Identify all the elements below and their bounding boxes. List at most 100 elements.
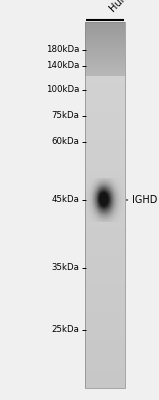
Bar bbox=[120, 197, 121, 198]
Bar bbox=[99, 204, 100, 206]
Bar bbox=[93, 198, 94, 199]
Bar bbox=[100, 198, 101, 200]
Bar bbox=[85, 104, 125, 106]
Bar bbox=[119, 180, 120, 181]
Bar bbox=[122, 185, 123, 186]
Bar bbox=[117, 221, 118, 222]
Bar bbox=[117, 182, 118, 183]
Bar bbox=[117, 199, 118, 200]
Bar bbox=[85, 152, 125, 154]
Bar bbox=[101, 210, 102, 211]
Bar bbox=[116, 220, 117, 221]
Bar bbox=[105, 208, 106, 209]
Bar bbox=[98, 205, 99, 206]
Bar bbox=[93, 216, 94, 217]
Bar bbox=[111, 204, 112, 205]
Bar bbox=[108, 198, 109, 200]
Bar bbox=[88, 210, 89, 211]
Bar bbox=[93, 180, 94, 181]
Bar bbox=[116, 206, 117, 207]
Bar bbox=[86, 200, 87, 201]
Bar bbox=[113, 204, 114, 206]
Bar bbox=[94, 204, 95, 206]
Bar bbox=[100, 192, 101, 193]
Bar bbox=[115, 190, 116, 191]
Bar bbox=[113, 185, 114, 186]
Bar bbox=[115, 184, 116, 185]
Bar bbox=[117, 210, 118, 212]
Bar bbox=[108, 190, 109, 191]
Bar bbox=[90, 206, 91, 207]
Bar bbox=[110, 208, 111, 209]
Bar bbox=[108, 182, 109, 183]
Bar bbox=[117, 202, 118, 203]
Bar bbox=[92, 179, 93, 180]
Bar bbox=[86, 195, 87, 196]
Bar bbox=[87, 200, 88, 201]
Bar bbox=[107, 192, 108, 193]
Bar bbox=[105, 194, 106, 195]
Bar bbox=[85, 97, 125, 99]
Bar bbox=[104, 182, 105, 184]
Bar bbox=[113, 204, 114, 205]
Bar bbox=[100, 207, 101, 208]
Bar bbox=[87, 208, 88, 209]
Bar bbox=[110, 208, 111, 209]
Bar bbox=[113, 219, 114, 220]
Bar bbox=[115, 204, 116, 206]
Bar bbox=[111, 187, 112, 188]
Bar bbox=[117, 178, 118, 179]
Bar bbox=[119, 212, 120, 213]
Bar bbox=[116, 183, 117, 184]
Bar bbox=[90, 182, 91, 184]
Bar bbox=[115, 197, 116, 198]
Bar bbox=[92, 208, 93, 209]
Bar bbox=[95, 204, 96, 205]
Bar bbox=[89, 186, 90, 187]
Bar bbox=[123, 184, 124, 185]
Bar bbox=[92, 220, 93, 221]
Bar bbox=[89, 189, 90, 190]
Bar bbox=[97, 221, 98, 222]
Bar bbox=[101, 217, 102, 218]
Bar bbox=[122, 180, 123, 181]
Bar bbox=[101, 210, 102, 212]
Bar bbox=[97, 209, 98, 210]
Bar bbox=[112, 178, 113, 179]
Bar bbox=[87, 213, 88, 214]
Bar bbox=[93, 210, 94, 211]
Bar bbox=[123, 180, 124, 181]
Bar bbox=[114, 214, 115, 215]
Bar bbox=[95, 191, 96, 192]
Bar bbox=[86, 184, 87, 185]
Bar bbox=[91, 214, 92, 215]
Bar bbox=[116, 215, 117, 216]
Bar bbox=[90, 184, 91, 185]
Bar bbox=[111, 212, 112, 213]
Bar bbox=[89, 191, 90, 192]
Bar bbox=[96, 187, 97, 188]
Bar bbox=[117, 217, 118, 218]
Bar bbox=[108, 196, 109, 197]
Bar bbox=[121, 194, 122, 195]
Bar bbox=[110, 217, 111, 218]
Bar bbox=[119, 212, 120, 213]
Bar bbox=[92, 206, 93, 207]
Bar bbox=[96, 211, 97, 212]
Bar bbox=[108, 218, 109, 219]
Bar bbox=[121, 217, 122, 218]
Bar bbox=[87, 198, 88, 200]
Bar bbox=[104, 200, 105, 201]
Bar bbox=[85, 210, 125, 211]
Bar bbox=[106, 189, 107, 190]
Bar bbox=[88, 204, 89, 205]
Bar bbox=[85, 176, 125, 178]
Bar bbox=[113, 186, 114, 187]
Bar bbox=[92, 189, 93, 190]
Bar bbox=[87, 220, 88, 221]
Bar bbox=[93, 184, 94, 185]
Bar bbox=[108, 194, 109, 195]
Bar bbox=[116, 193, 117, 194]
Bar bbox=[85, 213, 125, 215]
Bar bbox=[92, 217, 93, 218]
